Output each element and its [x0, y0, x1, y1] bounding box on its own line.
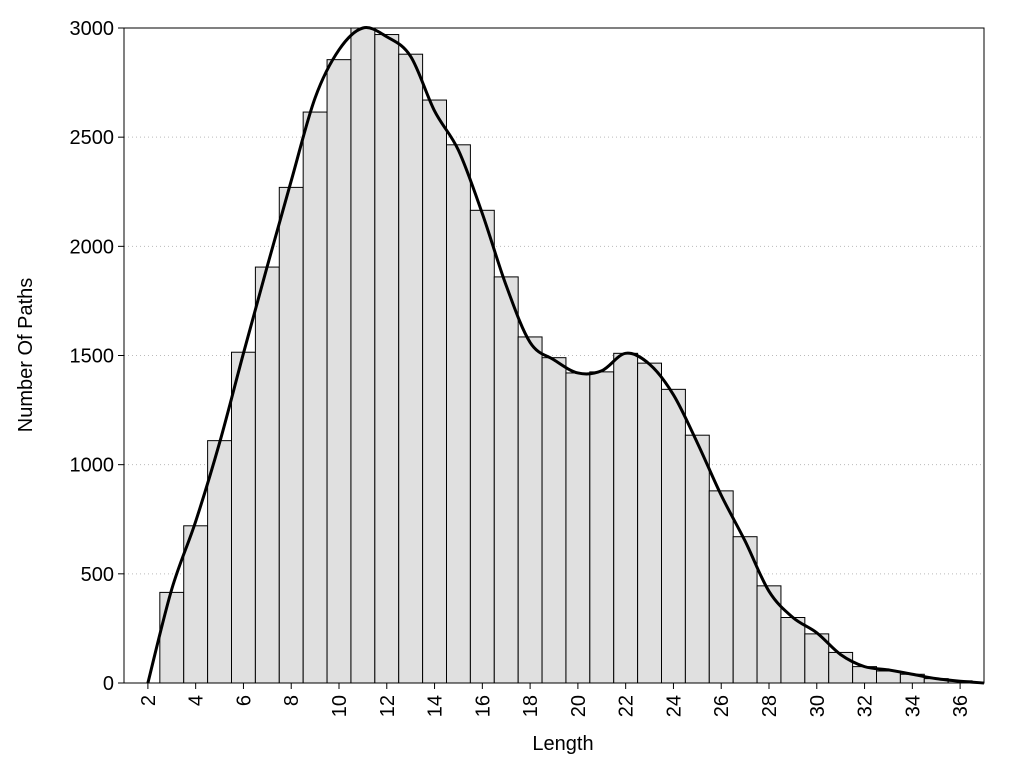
x-tick-label: 24: [663, 695, 685, 717]
plot-frame: [123, 27, 985, 684]
bar: [541, 357, 567, 684]
x-tick-label: 10: [329, 695, 351, 717]
y-tick-label: 1500: [70, 346, 115, 368]
bar: [637, 362, 662, 684]
x-axis-label: Length: [532, 733, 593, 755]
x-tick-label: 36: [950, 695, 972, 717]
x-tick-label: 32: [855, 695, 877, 717]
x-tick-label: 20: [568, 695, 590, 717]
y-tick-label: 1000: [70, 455, 115, 477]
bar: [684, 434, 710, 684]
bar: [780, 617, 806, 684]
x-tick-label: 2: [138, 695, 160, 706]
bar: [159, 591, 185, 684]
bar: [493, 276, 519, 684]
bar: [374, 34, 400, 684]
bar: [565, 372, 591, 684]
bar: [469, 209, 495, 684]
bar: [326, 59, 352, 684]
y-tick-label: 2500: [70, 127, 115, 149]
y-tick-label: 2000: [70, 236, 115, 258]
x-tick-label: 22: [616, 695, 638, 717]
x-tick-label: 26: [711, 695, 733, 717]
y-tick-label: 0: [103, 673, 114, 695]
x-tick-label: 30: [807, 695, 829, 717]
x-tick-label: 12: [377, 695, 399, 717]
x-tick-label: 4: [186, 695, 208, 706]
y-tick-label: 500: [81, 564, 114, 586]
bar: [422, 99, 448, 684]
y-axis-label: Number Of Paths: [15, 278, 37, 433]
bar: [589, 371, 615, 684]
bar: [661, 388, 686, 684]
x-tick-label: 18: [520, 695, 542, 717]
x-tick-label: 28: [759, 695, 781, 717]
x-tick-label: 14: [425, 695, 447, 717]
x-tick-label: 16: [472, 695, 494, 717]
bar: [350, 27, 376, 684]
bar: [517, 336, 543, 684]
bar: [708, 490, 734, 684]
y-tick-label: 3000: [70, 18, 115, 40]
bar: [398, 53, 424, 684]
bar: [302, 111, 328, 684]
x-tick-label: 34: [902, 695, 924, 717]
x-tick-label: 8: [281, 695, 303, 706]
x-tick-label: 6: [233, 695, 255, 706]
bar: [207, 440, 233, 684]
density-curve: [146, 26, 985, 685]
bar: [183, 525, 209, 684]
bar: [231, 351, 256, 684]
bar: [278, 186, 304, 684]
bar: [446, 144, 471, 684]
bar: [613, 352, 639, 684]
bar: [828, 651, 854, 684]
bar: [254, 266, 280, 684]
